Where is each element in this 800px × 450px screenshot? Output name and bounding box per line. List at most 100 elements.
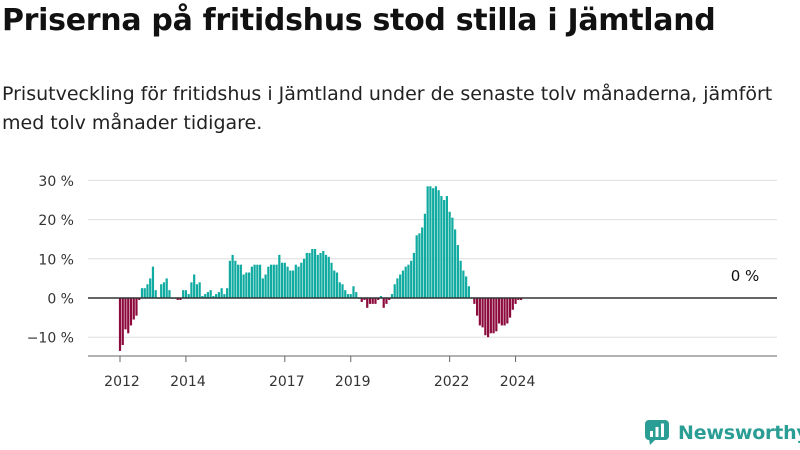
- brand-name: Newsworthy: [678, 422, 800, 444]
- bar: [368, 298, 372, 304]
- bar: [294, 264, 297, 298]
- bar: [379, 296, 383, 298]
- y-tick-label: 0 %: [47, 292, 74, 308]
- bar: [514, 298, 517, 304]
- bar: [451, 217, 454, 298]
- x-tick-label: 2019: [335, 374, 371, 390]
- bar: [500, 298, 503, 326]
- bar: [280, 262, 284, 298]
- bar-series: [118, 186, 523, 351]
- bar: [506, 298, 509, 324]
- bar: [319, 252, 322, 298]
- bar: [201, 296, 204, 298]
- bar: [127, 298, 130, 334]
- bar: [404, 266, 407, 298]
- chart-subtitle: Prisutveckling för fritidshus i Jämtland…: [2, 83, 773, 134]
- bar: [432, 188, 435, 298]
- bar: [184, 290, 188, 298]
- y-tick-label: 20 %: [38, 213, 74, 229]
- bar: [212, 296, 215, 298]
- bar: [308, 252, 311, 298]
- bar: [448, 211, 451, 298]
- bar: [253, 264, 256, 298]
- x-tick-label: 2012: [104, 374, 140, 390]
- bar: [217, 292, 220, 298]
- bar: [121, 298, 124, 346]
- bar: [492, 298, 495, 334]
- bar: [388, 298, 391, 300]
- y-tick-label: 10 %: [38, 252, 74, 268]
- bar: [415, 235, 418, 298]
- bar: [204, 294, 207, 298]
- bar: [261, 278, 264, 298]
- bar: [297, 266, 300, 298]
- bar: [473, 298, 476, 304]
- bar: [324, 254, 328, 298]
- bar: [462, 270, 465, 298]
- bar: [385, 298, 388, 304]
- bar: [165, 278, 168, 298]
- bar: [135, 298, 138, 316]
- bar: [198, 282, 201, 298]
- bar: [129, 298, 133, 326]
- bar: [352, 286, 355, 298]
- bar: [454, 229, 457, 298]
- bar: [300, 262, 303, 298]
- bar: [269, 264, 273, 298]
- bar: [231, 254, 234, 298]
- bar: [138, 298, 141, 300]
- bar: [245, 272, 248, 298]
- bar: [489, 298, 492, 334]
- bar: [176, 298, 179, 300]
- bar: [440, 196, 443, 298]
- bar: [327, 256, 330, 298]
- bar: [487, 298, 490, 338]
- bar: [355, 292, 358, 298]
- bar: [283, 262, 286, 298]
- bar: [209, 290, 212, 298]
- bar: [390, 294, 394, 298]
- bar: [459, 260, 462, 298]
- bar: [349, 294, 352, 298]
- bar: [437, 190, 440, 298]
- bar: [168, 290, 171, 298]
- bar: [346, 294, 350, 298]
- x-tick-label: 2014: [170, 374, 206, 390]
- bar: [456, 245, 459, 298]
- bar: [519, 298, 523, 300]
- bar: [478, 298, 481, 326]
- bar: [377, 298, 380, 300]
- bar: [503, 298, 506, 326]
- bar: [481, 298, 484, 328]
- bar: [366, 298, 369, 308]
- bar: [234, 260, 237, 298]
- bar: [154, 290, 157, 298]
- bar: [322, 250, 325, 298]
- bar: [465, 276, 468, 298]
- bar: [396, 278, 399, 298]
- bar: [401, 270, 405, 298]
- bar: [423, 213, 427, 298]
- bar: [382, 298, 385, 308]
- bar: [179, 298, 182, 300]
- bar: [399, 274, 402, 298]
- bar: [445, 196, 448, 298]
- x-axis: 2012 2014 2017 2019 2022 2024: [104, 356, 535, 390]
- bar: [206, 292, 209, 298]
- bar: [341, 284, 344, 298]
- bar: [363, 298, 366, 300]
- bar: [360, 298, 363, 302]
- bar: [335, 272, 339, 298]
- bar: [484, 298, 487, 336]
- bar: [149, 278, 152, 298]
- bar: [182, 290, 185, 298]
- bar: [410, 260, 413, 298]
- bar: [467, 286, 470, 298]
- bar: [511, 298, 514, 310]
- bar: [443, 200, 446, 298]
- bar: [426, 186, 429, 298]
- bar: [374, 298, 377, 304]
- bar: [344, 290, 347, 298]
- bar: [162, 282, 166, 298]
- bar: [193, 274, 196, 298]
